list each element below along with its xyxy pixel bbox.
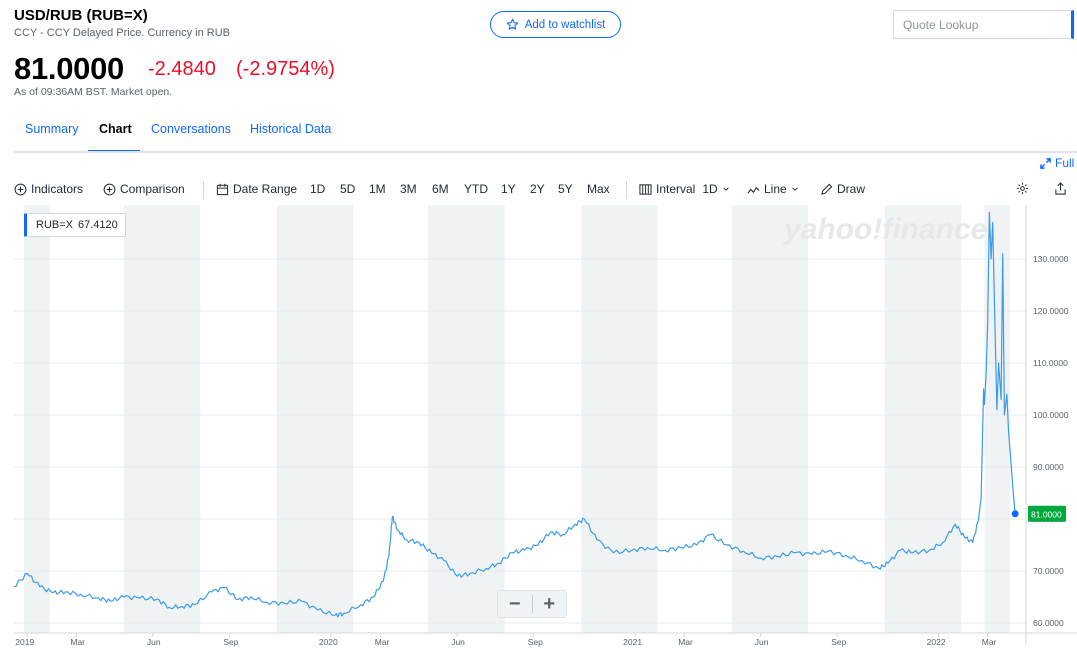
price-change-percent: (-2.9754%) (236, 58, 335, 80)
chevron-down-icon (722, 187, 729, 191)
yahoo-finance-watermark: yahoo!finance (782, 213, 987, 246)
x-tick-label: 2020 (319, 637, 338, 647)
series-legend: RUB=X 67.4120 (24, 213, 126, 237)
full-screen-button[interactable]: Full (1040, 156, 1074, 170)
share-button[interactable] (1054, 182, 1067, 195)
quote-tabs: Summary Chart Conversations Historical D… (14, 114, 1077, 153)
interval-icon (639, 183, 652, 195)
y-tick-label: 100.0000 (1033, 410, 1069, 420)
draw-button[interactable]: Draw (820, 182, 865, 196)
plus-circle-icon (103, 183, 116, 195)
range-ytd[interactable]: YTD (464, 182, 488, 196)
add-to-watchlist-button[interactable]: Add to watchlist (490, 11, 621, 38)
interval-dropdown[interactable]: Interval 1D (639, 182, 730, 196)
gear-icon (1016, 182, 1029, 195)
y-tick-label: 60.0000 (1033, 618, 1064, 628)
y-tick-label: 120.0000 (1033, 306, 1069, 316)
current-price: 81.0000 (14, 51, 124, 86)
last-price-point (1011, 510, 1019, 518)
range-2y[interactable]: 2Y (530, 182, 545, 196)
range-5d[interactable]: 5D (340, 182, 356, 196)
x-tick-label: 2019 (15, 637, 34, 647)
y-tick-label: 130.0000 (1033, 254, 1069, 264)
x-tick-label: 2021 (623, 637, 642, 647)
indicators-button[interactable]: Indicators (14, 182, 83, 196)
y-tick-label: 110.0000 (1033, 358, 1068, 368)
month-band (731, 205, 809, 633)
zoom-controls: − + (497, 590, 567, 618)
market-time: As of 09:36AM BST. Market open. (14, 86, 173, 98)
indicators-label: Indicators (31, 182, 84, 196)
range-1d[interactable]: 1D (310, 182, 326, 196)
share-icon (1055, 182, 1066, 195)
chart-type-label: Line (764, 182, 787, 196)
range-3m[interactable]: 3M (400, 182, 417, 196)
month-band (428, 205, 505, 633)
y-tick-label: 90.0000 (1033, 462, 1064, 472)
legend-symbol: RUB=X (36, 219, 73, 231)
zoom-out-button[interactable]: − (508, 592, 521, 615)
chevron-down-icon (791, 187, 798, 191)
last-price-label: 81.0000 (1031, 509, 1062, 519)
tab-summary[interactable]: Summary (25, 122, 79, 136)
month-band (581, 205, 658, 633)
comparison-label: Comparison (120, 182, 185, 196)
settings-button[interactable] (1016, 182, 1029, 195)
last-price-badge (1028, 505, 1066, 522)
date-range-label: Date Range (233, 182, 298, 196)
x-tick-label: 2022 (927, 637, 946, 647)
x-tick-label: Sep (528, 637, 543, 647)
price-chart[interactable]: 60.000070.000080.000090.0000100.0000110.… (14, 205, 1077, 659)
chart-type-dropdown[interactable]: Line (747, 182, 799, 196)
y-tick-label: 70.0000 (1033, 566, 1064, 576)
chart-toolbar: Indicators Comparison Date Range 1D 5D 1… (14, 180, 1074, 200)
plus-circle-icon (14, 183, 27, 195)
expand-icon (1040, 157, 1051, 169)
full-label: Full (1055, 156, 1075, 170)
interval-label: Interval (656, 182, 696, 196)
comparison-button[interactable]: Comparison (103, 182, 185, 196)
month-band (23, 205, 50, 633)
price-line (14, 211, 1016, 618)
date-range-button[interactable]: Date Range (216, 182, 297, 196)
range-6m[interactable]: 6M (432, 182, 449, 196)
tab-conversations[interactable]: Conversations (151, 122, 231, 136)
quote-lookup-input[interactable]: Quote Lookup (893, 10, 1074, 39)
month-band (884, 205, 962, 633)
currency-subtitle: CCY - CCY Delayed Price. Currency in RUB (14, 27, 230, 39)
month-band (123, 205, 201, 633)
x-tick-label: Mar (70, 637, 85, 647)
zoom-in-button[interactable]: + (543, 592, 556, 615)
x-tick-label: Sep (831, 637, 846, 647)
page-title: USD/RUB (RUB=X) (14, 7, 148, 24)
toolbar-divider (203, 181, 204, 199)
pencil-icon (821, 183, 833, 195)
range-1y[interactable]: 1Y (501, 182, 516, 196)
x-tick-label: Mar (982, 637, 997, 647)
interval-value: 1D (702, 182, 718, 196)
calendar-icon (216, 183, 229, 195)
watchlist-label: Add to watchlist (524, 18, 606, 31)
x-tick-label: Jun (451, 637, 465, 647)
tab-historical-data[interactable]: Historical Data (250, 122, 332, 136)
tab-chart[interactable]: Chart (99, 122, 132, 136)
tabs-divider (14, 151, 1077, 153)
legend-value: 67.4120 (78, 219, 118, 231)
price-change: -2.4840 (148, 58, 216, 80)
x-tick-label: Jun (147, 637, 161, 647)
range-1m[interactable]: 1M (369, 182, 386, 196)
toolbar-divider (626, 181, 627, 199)
range-5y[interactable]: 5Y (558, 182, 573, 196)
line-chart-icon (747, 186, 760, 194)
x-tick-label: Sep (223, 637, 238, 647)
zoom-divider (531, 595, 533, 613)
x-tick-label: Mar (678, 637, 693, 647)
x-tick-label: Mar (375, 637, 390, 647)
star-icon (506, 18, 518, 30)
x-tick-label: Jun (755, 637, 769, 647)
month-band (276, 205, 354, 633)
draw-label: Draw (837, 182, 866, 196)
range-max[interactable]: Max (587, 182, 610, 196)
